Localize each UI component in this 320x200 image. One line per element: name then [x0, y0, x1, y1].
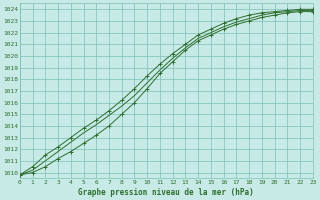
X-axis label: Graphe pression niveau de la mer (hPa): Graphe pression niveau de la mer (hPa)	[78, 188, 254, 197]
